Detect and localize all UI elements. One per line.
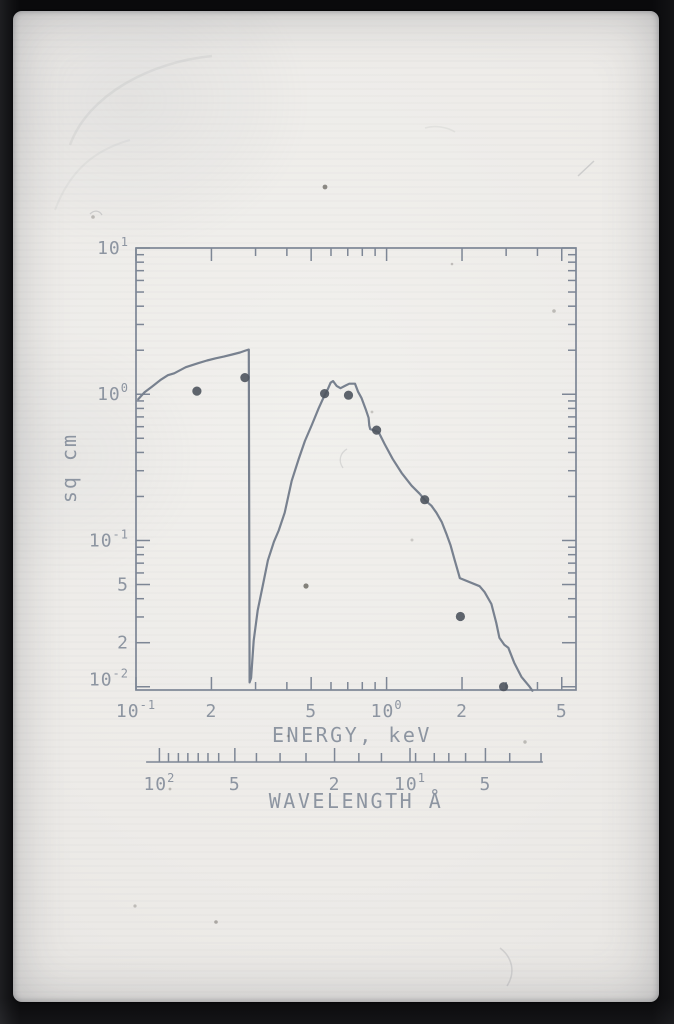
wavelength-tick-label: 2: [329, 774, 341, 795]
wavelength-axis: [146, 748, 543, 763]
wavelength-tick-label: 102: [143, 771, 175, 795]
data-point: [420, 495, 430, 505]
wavelength-tick-label: 5: [480, 774, 492, 795]
dust-speck: [410, 538, 414, 542]
y-tick-label: 2: [117, 633, 129, 654]
y-tick-label: 100: [97, 381, 129, 405]
dust-speck: [322, 184, 328, 190]
dust-speck: [91, 215, 95, 219]
y-tick-label: 5: [117, 575, 129, 596]
dust-speck: [303, 583, 309, 589]
dust-speck: [370, 410, 374, 414]
data-point: [343, 390, 354, 400]
data-point: [320, 389, 330, 399]
data-point: [499, 682, 509, 692]
dust-specks: [91, 184, 556, 924]
dust-speck: [450, 262, 454, 266]
data-point: [455, 611, 465, 622]
x-axis-tick-labels: 10-1 2 5 100 2 5: [116, 698, 568, 722]
y-tick-label: 10-2: [89, 667, 129, 691]
x-tick-label: 5: [556, 701, 568, 722]
measured-data-points: [192, 373, 509, 692]
dust-speck: [133, 904, 137, 908]
effective-area-curve: [137, 348, 534, 692]
y-axis-ticks: [136, 247, 576, 688]
y-tick-label: 10-1: [89, 527, 129, 551]
x-axis-title: ENERGY, keV: [272, 723, 432, 747]
x-tick-label: 100: [371, 698, 403, 722]
data-point: [372, 425, 382, 435]
x-tick-label: 2: [206, 701, 218, 722]
y-axis-tick-labels: 101 100 10-1 5 2 10-2: [89, 235, 129, 691]
data-point: [192, 386, 202, 396]
axis-titles: ENERGY, keV WAVELENGTH Å sq cm: [57, 433, 444, 813]
dust-speck: [168, 787, 172, 791]
y-axis-title: sq cm: [57, 433, 81, 503]
x-tick-label: 10-1: [116, 698, 156, 722]
dust-speck: [523, 740, 527, 744]
wavelength-axis-title: WAVELENGTH Å: [269, 789, 444, 813]
wavelength-tick-label: 5: [229, 774, 241, 795]
plot-frame: [135, 247, 577, 691]
x-tick-label: 2: [456, 701, 468, 722]
dust-speck: [552, 309, 556, 313]
y-tick-label: 101: [97, 235, 129, 259]
dust-speck: [214, 920, 218, 924]
x-tick-label: 5: [305, 701, 317, 722]
x-axis-ticks: [135, 248, 563, 690]
film-scratches: [54, 54, 595, 987]
dust-speck: [286, 734, 290, 738]
data-point: [240, 373, 250, 383]
